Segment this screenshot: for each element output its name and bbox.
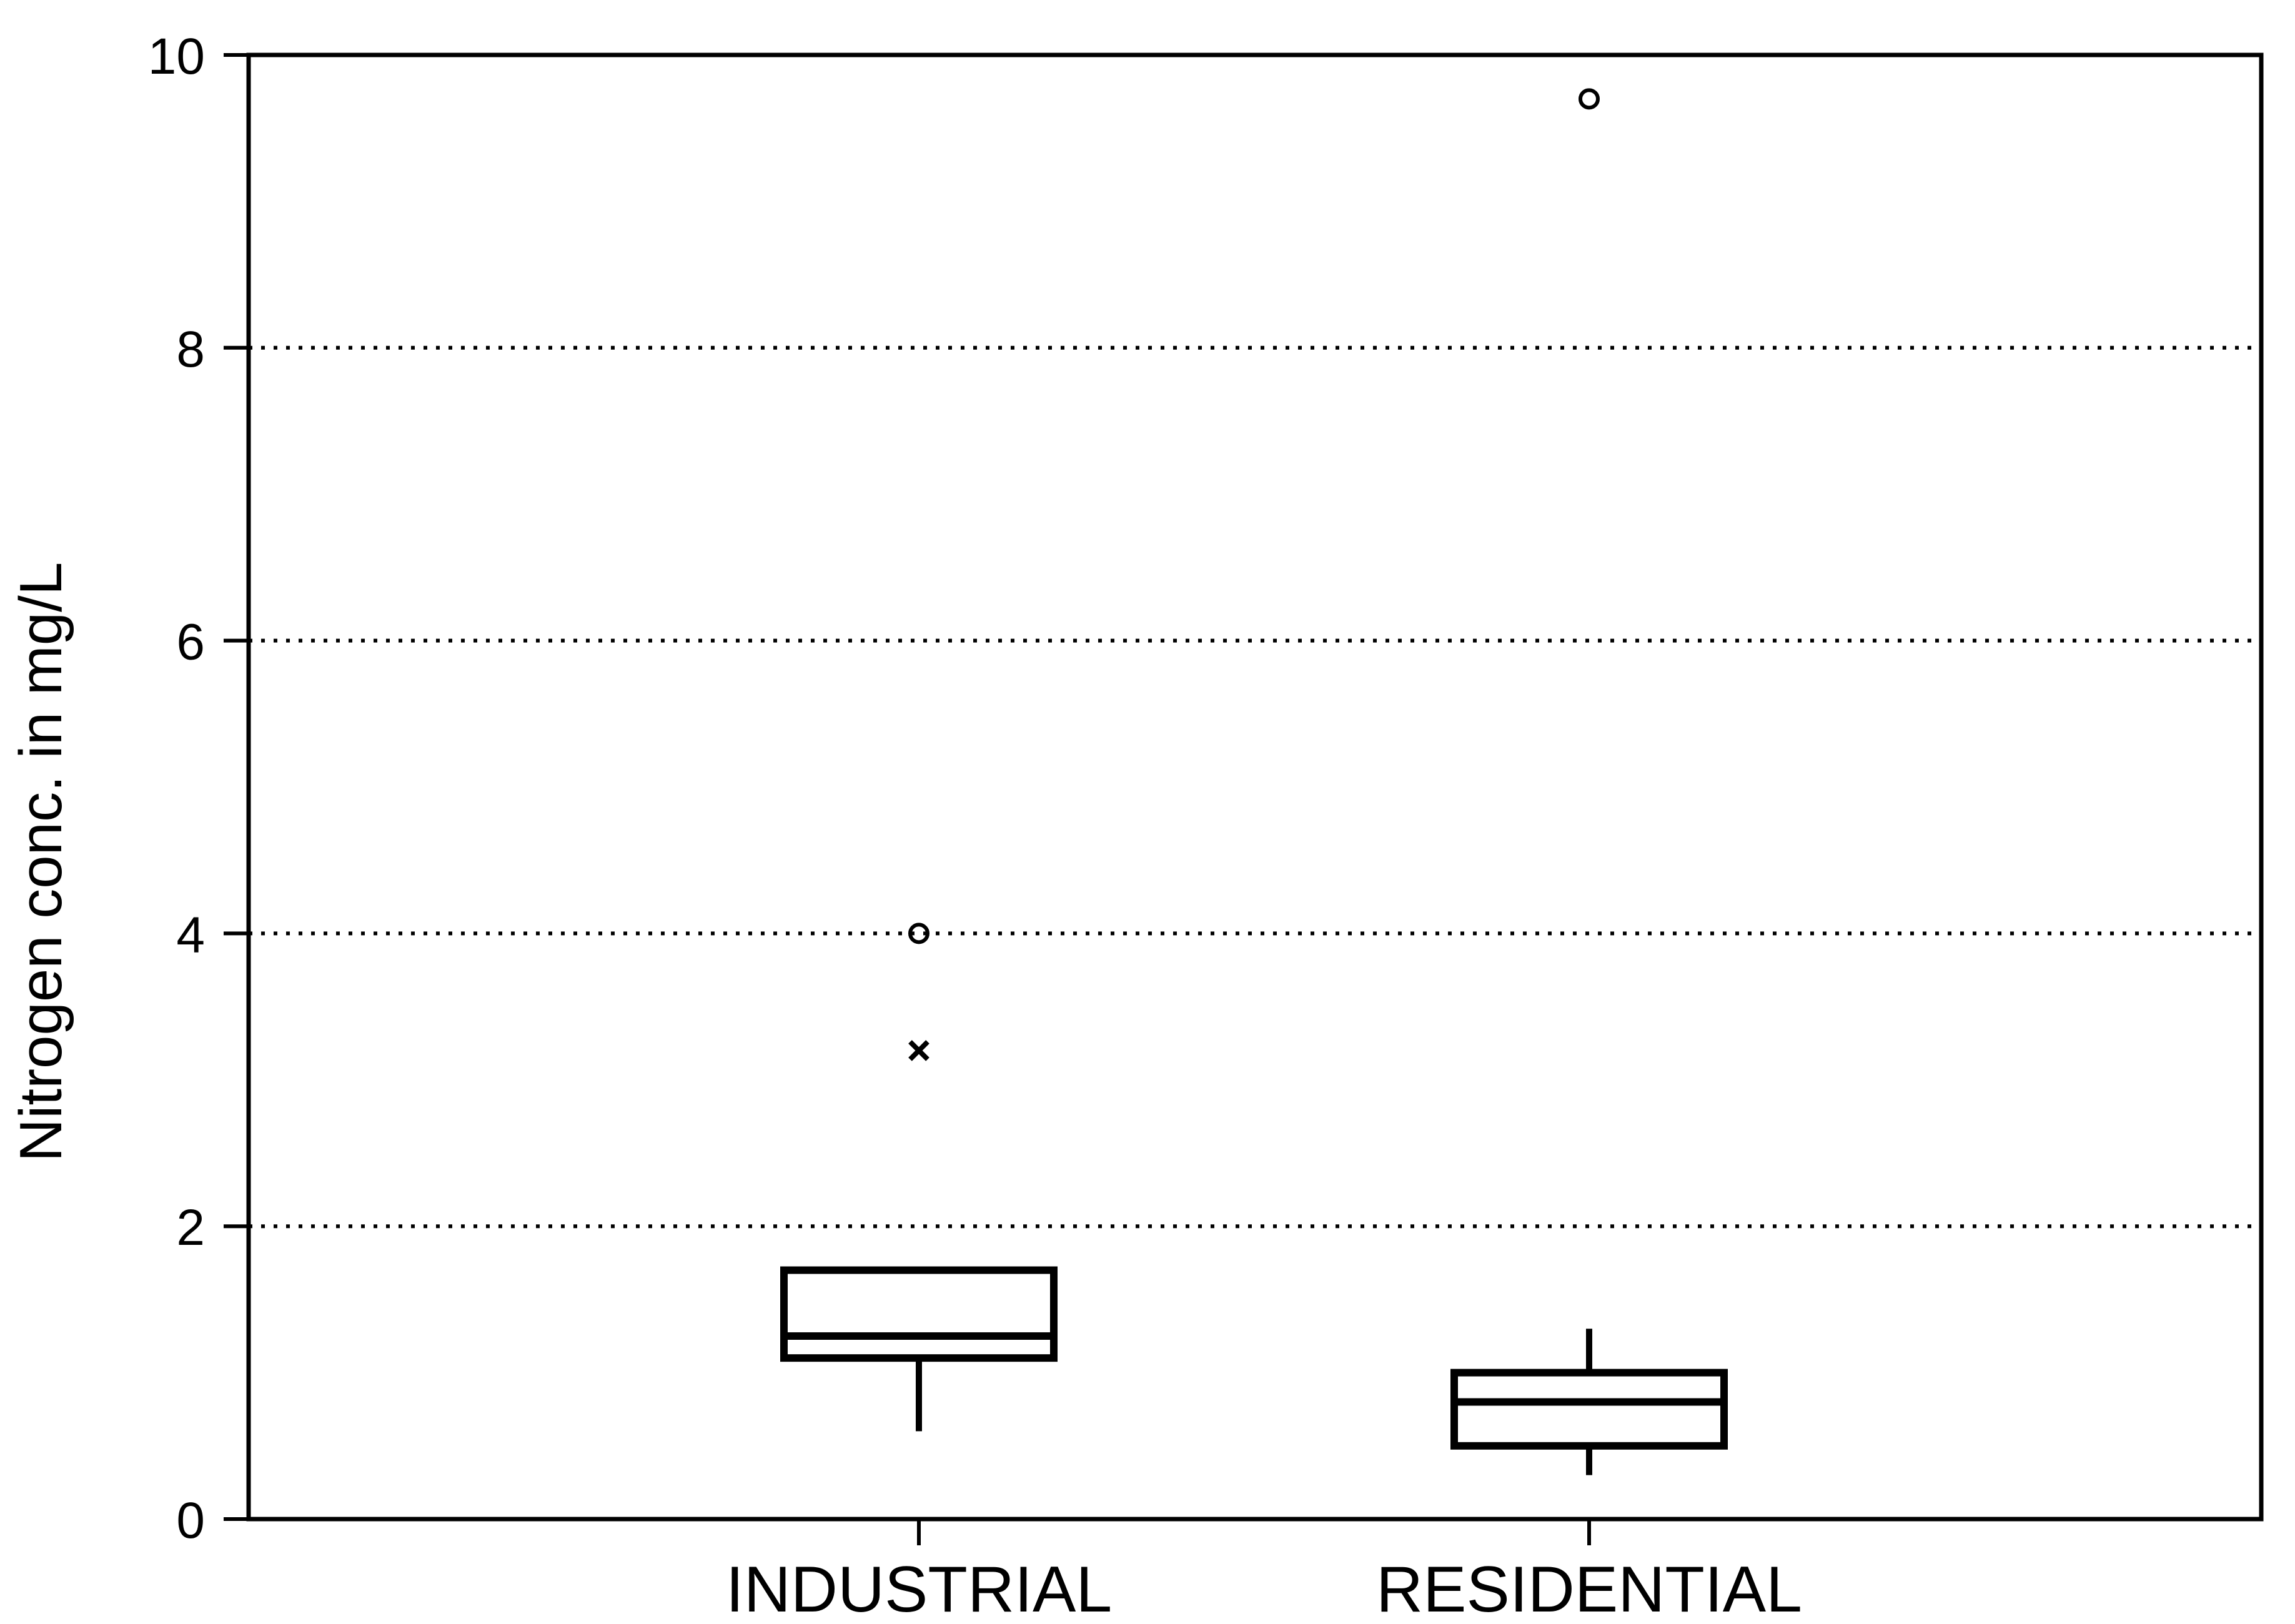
plot-frame <box>246 52 2264 1522</box>
box-group-residential <box>1450 88 1728 1475</box>
x-axis-ticks: INDUSTRIAL RESIDENTIAL <box>726 1519 1802 1624</box>
x-category-label: RESIDENTIAL <box>1376 1553 1802 1621</box>
box-iqr <box>780 1266 1058 1362</box>
grid-lines <box>249 345 2261 1229</box>
outlier-x-marker <box>908 1040 929 1061</box>
box-group-industrial <box>780 923 1058 1432</box>
y-tick-label: 8 <box>176 321 205 378</box>
y-tick-label: 0 <box>176 1492 205 1549</box>
y-axis-ticks: 0 2 4 6 8 10 <box>148 28 249 1549</box>
outlier-circle <box>1579 88 1600 110</box>
outlier-circle <box>908 923 929 944</box>
box-iqr <box>1450 1369 1728 1450</box>
box-plots <box>780 88 1728 1475</box>
y-tick-label: 6 <box>176 614 205 671</box>
y-tick-label: 2 <box>176 1199 205 1256</box>
y-tick-label: 10 <box>148 28 205 85</box>
y-axis-title: Nitrogen conc. in mg/L <box>7 562 74 1162</box>
x-category-label: INDUSTRIAL <box>726 1553 1112 1621</box>
axes <box>246 52 2264 1522</box>
y-tick-label: 4 <box>176 906 205 963</box>
